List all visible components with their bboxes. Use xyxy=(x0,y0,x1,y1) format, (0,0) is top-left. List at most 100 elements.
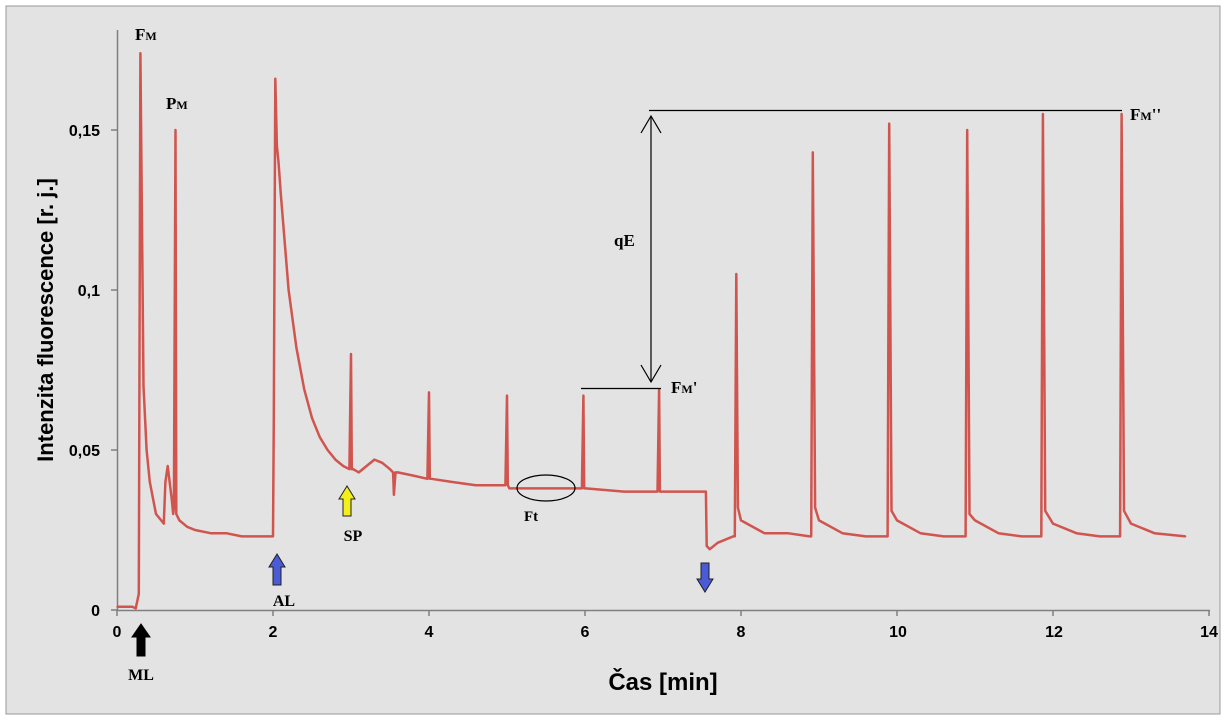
ft-marker-ellipse xyxy=(516,474,576,502)
data-point-73 xyxy=(660,490,663,493)
data-point-45 xyxy=(365,465,368,467)
data-point-88 xyxy=(810,535,812,538)
data-point-84 xyxy=(740,519,742,522)
data-point-37 xyxy=(326,449,329,451)
data-point-100 xyxy=(943,535,945,538)
data-point-22 xyxy=(225,532,227,534)
data-point-78 xyxy=(709,548,711,550)
data-point-109 xyxy=(1040,535,1043,538)
data-point-99 xyxy=(919,532,922,534)
data-point-19 xyxy=(186,526,188,528)
data-point-101 xyxy=(963,535,965,538)
data-point-63 xyxy=(508,487,511,490)
data-point-46 xyxy=(373,458,376,461)
data-point-64 xyxy=(545,487,547,490)
y-tick-label-005: 0,05 xyxy=(69,443,100,460)
data-point-57 xyxy=(430,478,433,480)
y-tick-label-0: 0 xyxy=(91,603,100,620)
data-point-6 xyxy=(142,385,145,387)
data-point-9 xyxy=(155,513,157,515)
y-tick-label-015: 0,15 xyxy=(69,123,100,140)
data-point-72 xyxy=(659,490,661,493)
sp-label: SP xyxy=(344,528,363,545)
fmp-label: FM' xyxy=(671,378,697,397)
data-point-107 xyxy=(1021,535,1023,538)
data-point-39 xyxy=(342,465,345,467)
data-point-11 xyxy=(164,481,167,483)
series-line xyxy=(117,51,1186,610)
data-point-49 xyxy=(392,471,394,474)
data-point-53 xyxy=(412,474,415,477)
data-point-47 xyxy=(381,462,384,464)
data-point-58 xyxy=(451,481,454,483)
x-tick-label-14: 14 xyxy=(1200,624,1218,641)
chart-area xyxy=(5,5,1221,715)
data-point-97 xyxy=(890,510,893,512)
data-point-8 xyxy=(149,481,151,483)
al-arrow-icon xyxy=(268,553,286,586)
data-point-55 xyxy=(428,391,430,394)
data-point-87 xyxy=(808,535,811,538)
data-point-83 xyxy=(737,506,739,509)
data-point-79 xyxy=(716,542,719,544)
data-point-114 xyxy=(1099,535,1101,538)
data-point-103 xyxy=(966,129,968,131)
data-point-76 xyxy=(705,490,707,493)
data-point-0 xyxy=(116,606,118,608)
data-point-17 xyxy=(175,513,178,515)
data-point-48 xyxy=(389,468,391,471)
data-point-54 xyxy=(426,478,429,480)
data-point-74 xyxy=(677,490,680,493)
data-point-38 xyxy=(334,458,337,461)
data-point-51 xyxy=(394,471,397,474)
data-point-120 xyxy=(1153,532,1156,534)
data-point-56 xyxy=(429,478,431,480)
data-point-108 xyxy=(1038,535,1041,538)
data-point-21 xyxy=(209,532,212,534)
data-point-33 xyxy=(295,346,298,349)
x-tick-labels: 0 2 4 6 8 10 12 14 xyxy=(113,624,1218,641)
x-tick-label-10: 10 xyxy=(889,624,907,641)
x-axis-title: Čas [min] xyxy=(608,668,717,696)
data-point-117 xyxy=(1120,113,1123,115)
data-point-75 xyxy=(701,490,703,493)
data-point-35 xyxy=(311,417,313,419)
x-tick-label-2: 2 xyxy=(269,624,278,641)
data-point-29 xyxy=(277,161,280,163)
data-point-115 xyxy=(1117,535,1120,538)
data-point-92 xyxy=(841,532,844,534)
y-axis-title: Intenzita fluorescence [r. j.] xyxy=(33,178,58,462)
data-point-28 xyxy=(276,145,278,147)
data-point-42 xyxy=(351,468,353,471)
qe-arrowhead-bottom xyxy=(640,364,662,384)
data-point-90 xyxy=(814,506,816,509)
data-point-5 xyxy=(141,225,143,227)
series-points xyxy=(116,52,1187,610)
actinic-off-arrow-icon xyxy=(696,562,714,593)
fm-label: FM xyxy=(135,25,157,44)
x-tick-label-4: 4 xyxy=(425,624,434,641)
y-tick-labels: 0 0,05 0,1 0,15 xyxy=(69,123,100,620)
data-point-60 xyxy=(504,484,507,487)
data-point-98 xyxy=(896,519,898,522)
data-point-26 xyxy=(273,417,275,419)
data-point-4 xyxy=(139,52,142,54)
data-point-93 xyxy=(865,535,867,538)
data-point-61 xyxy=(506,394,508,397)
data-point-20 xyxy=(194,529,196,531)
data-point-70 xyxy=(656,490,659,493)
pm-label: PM xyxy=(166,94,188,113)
data-point-27 xyxy=(274,78,277,80)
data-point-7 xyxy=(145,449,148,451)
data-point-59 xyxy=(475,484,477,487)
data-point-62 xyxy=(507,484,509,487)
data-point-68 xyxy=(585,487,587,490)
data-point-91 xyxy=(818,519,820,522)
x-tick-label-6: 6 xyxy=(581,624,590,641)
al-label: AL xyxy=(273,593,295,610)
y-tick-label-01: 0,1 xyxy=(78,283,100,300)
data-point-106 xyxy=(997,532,1000,534)
data-point-43 xyxy=(352,468,355,471)
